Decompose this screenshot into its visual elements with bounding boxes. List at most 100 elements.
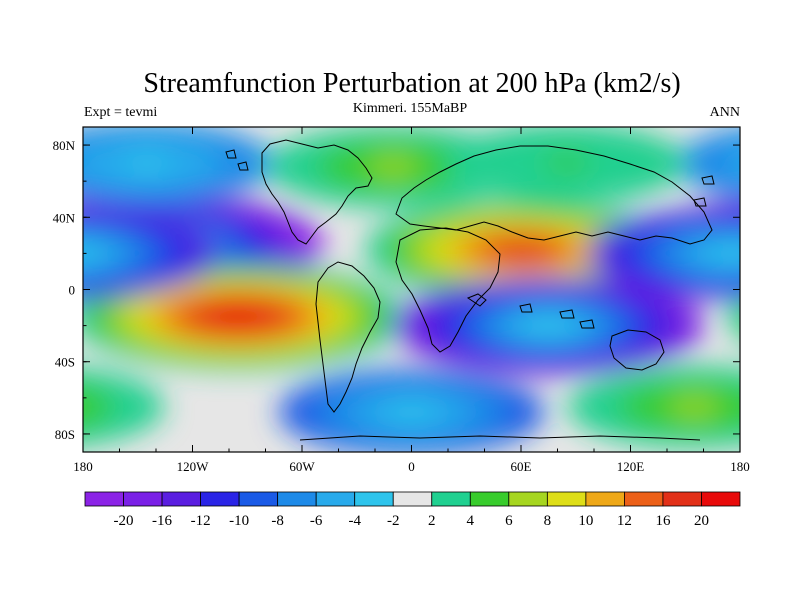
y-tick-label: 80N xyxy=(53,138,76,153)
contour-band xyxy=(384,402,439,422)
contour-band xyxy=(760,227,800,262)
colorbar-box xyxy=(508,491,548,507)
anomaly-6 xyxy=(0,124,688,203)
colorbar-label: 8 xyxy=(544,513,552,529)
colorbar-box xyxy=(585,491,625,507)
contour-band xyxy=(668,397,720,416)
y-axis: 80N 40N 0 40S 80S xyxy=(53,138,740,442)
right-subtitle: ANN xyxy=(710,105,740,120)
contour-band xyxy=(766,276,800,357)
colorbar-box xyxy=(161,491,201,507)
anomaly-9 xyxy=(12,365,740,448)
anomaly-7 xyxy=(278,369,545,452)
x-tick-label: 120E xyxy=(617,459,645,474)
colorbar-label: -20 xyxy=(114,513,134,529)
colorbar-box xyxy=(701,491,741,507)
colorbar-box xyxy=(469,491,510,507)
contour-band xyxy=(0,289,6,362)
anomaly-4 xyxy=(83,127,800,205)
coastline-eurasia xyxy=(395,145,713,245)
anomaly-1 xyxy=(83,264,800,369)
left-subtitle: Expt = tevmi xyxy=(84,105,157,120)
contour-band xyxy=(779,233,800,256)
contour-band xyxy=(83,236,126,271)
colorbar-label: 2 xyxy=(428,513,436,529)
plot-area xyxy=(0,124,800,452)
contour-band xyxy=(727,296,740,337)
coastline-africa xyxy=(395,227,501,353)
center-subtitle: Kimmeri. 155MaBP xyxy=(353,101,468,116)
colorbar-box xyxy=(238,491,279,507)
coastline-australia xyxy=(609,329,665,371)
contour-band xyxy=(785,282,800,352)
colorbar-label: 10 xyxy=(578,513,593,529)
contour-band xyxy=(542,154,591,172)
colorbar-box xyxy=(277,491,317,507)
colorbar-label: 6 xyxy=(505,513,513,529)
contour-band xyxy=(727,149,740,177)
contour-band xyxy=(701,243,740,264)
anomaly-2 xyxy=(0,200,678,299)
colorbar-label: -2 xyxy=(387,513,400,529)
contour-band xyxy=(367,157,419,176)
colorbar-box xyxy=(123,491,163,507)
y-tick-label: 0 xyxy=(69,283,76,298)
chart-title: Streamfunction Perturbation at 200 hPa (… xyxy=(143,68,680,99)
contour-band xyxy=(83,386,114,427)
colorbar-box xyxy=(624,491,664,507)
colorbar-box xyxy=(392,491,433,507)
coastline-islands-north xyxy=(225,149,715,207)
colorbar-label: 16 xyxy=(655,513,671,529)
colorbar-label: 4 xyxy=(467,513,475,529)
contour-band xyxy=(83,229,150,278)
x-tick-label: 60E xyxy=(511,459,532,474)
contour-band xyxy=(778,154,800,172)
colorbar-label: -6 xyxy=(310,513,323,529)
colorbar-label: -4 xyxy=(348,513,361,529)
colorbar-box xyxy=(431,491,471,507)
contour-band xyxy=(489,238,553,261)
colorbar-box xyxy=(354,491,394,507)
colorbar-box xyxy=(315,491,356,507)
x-tick-label: 120W xyxy=(177,459,210,474)
colorbar-box xyxy=(200,491,240,507)
contour-band xyxy=(741,221,800,267)
x-tick-label: 0 xyxy=(408,459,415,474)
x-tick-label: 60W xyxy=(289,459,315,474)
colorbar-label: 20 xyxy=(694,513,709,529)
x-axis: 180 120W 60W 0 60E 120E 180 xyxy=(73,127,750,474)
contour-band xyxy=(746,270,800,363)
colorbar-box xyxy=(84,491,124,507)
x-tick-label: 180 xyxy=(73,459,93,474)
contour-band xyxy=(0,124,31,203)
contour-band xyxy=(676,127,740,199)
anomaly-8 xyxy=(83,207,740,300)
coastline-islands-tethys xyxy=(466,293,595,329)
coastline-north-america xyxy=(261,139,373,245)
contour-band xyxy=(204,305,272,329)
contour-band xyxy=(121,154,173,173)
coastline-antarctica xyxy=(299,435,701,441)
colorbar-label: -10 xyxy=(229,513,249,529)
y-tick-label: 40S xyxy=(55,355,75,370)
colorbar-box xyxy=(662,491,702,507)
colorbar-box xyxy=(546,491,587,507)
coastline-south-america xyxy=(315,261,381,413)
anomaly-3 xyxy=(0,276,705,375)
contour-field xyxy=(0,124,800,452)
colorbar-label: -12 xyxy=(191,513,211,529)
colorbar-label: -8 xyxy=(271,513,284,529)
colorbar: -20 -16 -12 -10 -8 -6 -4 -2 2 4 6 8 10 12 16 20 xyxy=(84,491,741,529)
y-tick-label: 40N xyxy=(53,210,76,225)
contour-band xyxy=(0,201,20,299)
colorbar-label: 12 xyxy=(617,513,632,529)
contour-band xyxy=(83,368,165,446)
contour-band xyxy=(12,398,63,416)
y-tick-label: 80S xyxy=(55,427,75,442)
contour-band xyxy=(83,243,103,263)
contour-band xyxy=(0,277,48,375)
contour-band xyxy=(517,314,580,337)
x-tick-label: 180 xyxy=(730,459,750,474)
coastlines xyxy=(225,139,715,441)
